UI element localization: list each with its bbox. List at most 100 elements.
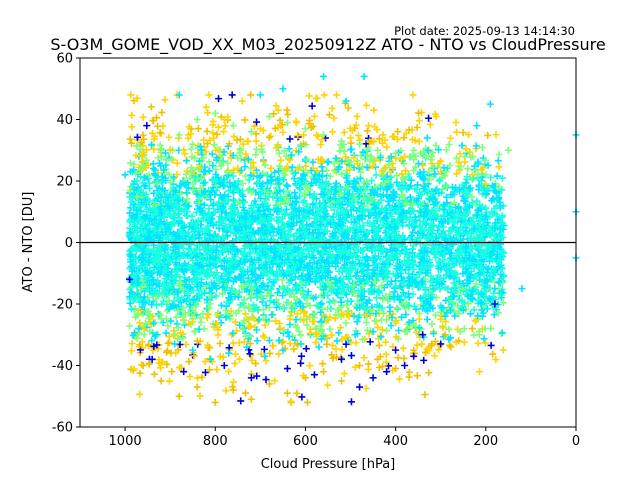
cloud-point xyxy=(175,287,183,295)
cloud-point xyxy=(457,247,465,255)
cloud-point xyxy=(136,263,144,271)
cloud-point xyxy=(191,173,199,181)
cloud-point xyxy=(172,349,180,357)
cloud-point xyxy=(244,137,252,145)
cloud-point xyxy=(298,272,306,280)
cloud-point xyxy=(231,350,239,358)
cloud-point xyxy=(433,185,441,193)
cloud-point xyxy=(234,186,242,194)
cloud-point xyxy=(319,360,327,368)
cloud-point xyxy=(135,216,143,224)
cloud-point xyxy=(133,334,141,342)
cloud-point xyxy=(164,339,172,347)
cloud-point xyxy=(321,213,329,221)
cloud-point xyxy=(253,287,261,295)
cloud-point xyxy=(164,232,172,240)
cloud-point xyxy=(239,203,247,211)
cloud-point xyxy=(436,224,444,232)
cloud-point xyxy=(332,345,340,353)
cloud-point xyxy=(454,204,462,212)
cloud-point xyxy=(216,353,224,361)
cloud-point xyxy=(302,281,310,289)
cloud-point xyxy=(472,166,480,174)
cloud-point xyxy=(253,250,261,258)
cloud-point xyxy=(446,341,454,349)
cloud-point xyxy=(138,158,146,166)
cloud-point xyxy=(447,134,455,142)
cloud-point xyxy=(147,141,155,149)
cloud-point xyxy=(473,197,481,205)
cloud-point xyxy=(227,212,235,220)
cloud-point xyxy=(492,254,500,262)
cloud-point xyxy=(350,154,358,162)
cloud-point xyxy=(402,167,410,175)
cloud-point xyxy=(189,140,197,148)
cloud-point xyxy=(485,295,493,303)
cloud-point xyxy=(438,244,446,252)
cloud-point xyxy=(286,135,294,143)
cloud-point xyxy=(210,280,218,288)
cloud-point xyxy=(254,178,262,186)
cloud-point xyxy=(309,238,317,246)
cloud-point xyxy=(160,297,168,305)
cloud-point xyxy=(410,146,418,154)
cloud-point xyxy=(405,274,413,282)
cloud-point xyxy=(168,368,176,376)
cloud-point xyxy=(283,106,291,114)
cloud-point xyxy=(344,104,352,112)
cloud-point xyxy=(186,174,194,182)
cloud-point xyxy=(267,164,275,172)
cloud-point xyxy=(305,278,313,286)
cloud-point xyxy=(453,128,461,136)
cloud-point xyxy=(146,327,154,335)
cloud-point xyxy=(252,245,260,253)
cloud-point xyxy=(271,248,279,256)
cloud-point xyxy=(431,207,439,215)
cloud-point xyxy=(375,135,383,143)
cloud-point xyxy=(136,319,144,327)
cloud-point xyxy=(352,121,360,129)
cloud-point xyxy=(203,127,211,135)
cloud-point xyxy=(205,304,213,312)
cloud-point xyxy=(219,193,227,201)
cloud-point xyxy=(358,267,366,275)
cloud-point xyxy=(396,375,404,383)
cloud-point xyxy=(497,271,505,279)
cloud-point xyxy=(126,218,134,226)
cloud-point xyxy=(409,228,417,236)
cloud-point xyxy=(282,205,290,213)
cloud-point xyxy=(175,335,183,343)
cloud-point xyxy=(228,287,236,295)
cloud-point xyxy=(363,151,371,159)
cloud-point xyxy=(343,183,351,191)
cloud-point xyxy=(296,251,304,259)
cloud-point xyxy=(383,209,391,217)
cloud-point xyxy=(470,225,478,233)
cloud-point xyxy=(210,141,218,149)
cloud-point xyxy=(427,213,435,221)
cloud-point xyxy=(131,220,139,228)
cloud-point xyxy=(469,287,477,295)
cloud-point xyxy=(195,286,203,294)
cloud-point xyxy=(458,297,466,305)
cloud-point xyxy=(279,292,287,300)
cloud-point xyxy=(338,157,346,165)
cloud-point xyxy=(141,174,149,182)
cloud-point xyxy=(425,114,433,122)
cloud-point xyxy=(422,202,430,210)
cloud-point xyxy=(357,187,365,195)
cloud-point xyxy=(163,348,171,356)
cloud-point xyxy=(192,208,200,216)
cloud-point xyxy=(405,263,413,271)
cloud-point xyxy=(472,316,480,324)
cloud-point xyxy=(450,199,458,207)
cloud-point xyxy=(307,167,315,175)
cloud-point xyxy=(255,316,263,324)
cloud-point xyxy=(413,197,421,205)
cloud-point xyxy=(472,272,480,280)
cloud-point xyxy=(483,305,491,313)
cloud-point xyxy=(487,174,495,182)
cloud-point xyxy=(203,314,211,322)
cloud-point xyxy=(311,278,319,286)
cloud-point xyxy=(339,275,347,283)
